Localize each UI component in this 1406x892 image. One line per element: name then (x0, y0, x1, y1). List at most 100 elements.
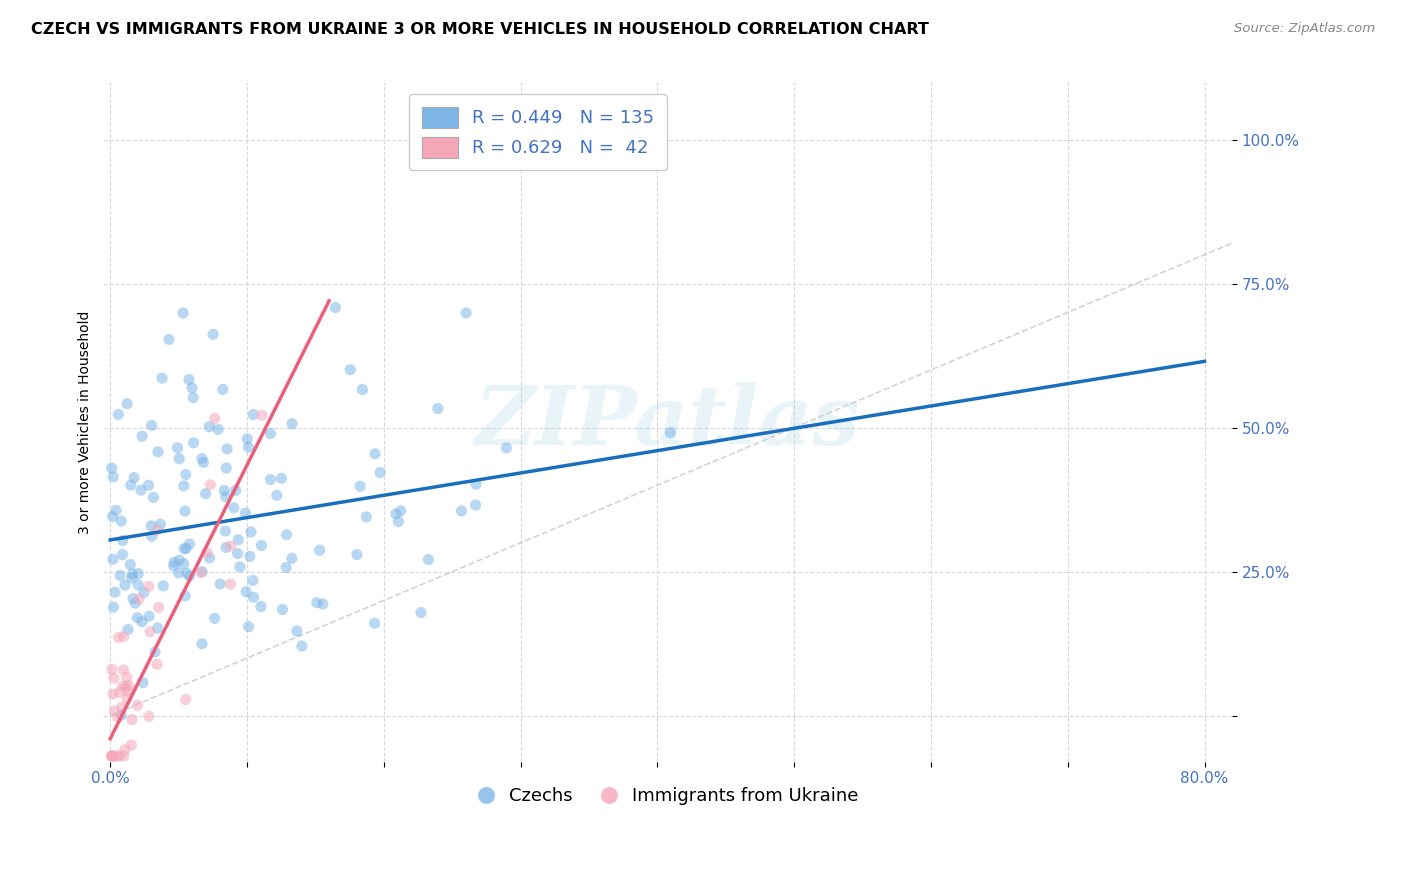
Point (198, 550, 221, 565)
Point (238, 440, 260, 454)
Point (100, 749, 122, 764)
Point (121, 571, 143, 585)
Point (127, 610, 149, 624)
Point (202, 327, 225, 342)
Point (464, 498, 486, 512)
Point (207, 422, 229, 436)
Point (242, 408, 264, 422)
Point (259, 473, 281, 487)
Point (146, 657, 169, 672)
Text: ZIPatlas: ZIPatlas (475, 382, 860, 462)
Point (239, 549, 262, 564)
Point (291, 639, 314, 653)
Point (141, 529, 163, 543)
Point (222, 500, 245, 515)
Point (305, 596, 328, 610)
Point (387, 515, 409, 529)
Point (143, 645, 166, 659)
Point (114, 578, 136, 592)
Point (179, 537, 201, 551)
Point (108, 749, 131, 764)
Point (108, 568, 131, 582)
Point (105, 503, 128, 517)
Point (659, 425, 682, 440)
Point (250, 599, 273, 614)
Point (200, 478, 222, 492)
Point (214, 524, 236, 538)
Point (105, 749, 128, 764)
Point (120, 738, 142, 752)
Point (166, 441, 188, 455)
Point (204, 411, 226, 425)
Point (235, 584, 257, 599)
Point (111, 679, 134, 693)
Point (214, 483, 236, 498)
Point (285, 624, 308, 638)
Point (385, 507, 408, 521)
Point (149, 517, 172, 532)
Point (101, 509, 124, 524)
Point (236, 432, 259, 446)
Point (198, 419, 221, 434)
Point (167, 451, 190, 466)
Point (226, 547, 249, 561)
Point (148, 600, 170, 615)
Point (127, 698, 149, 713)
Point (174, 467, 197, 482)
Point (138, 579, 160, 593)
Point (215, 541, 238, 555)
Point (101, 552, 124, 566)
Point (226, 533, 249, 547)
Point (110, 708, 132, 723)
Point (389, 504, 412, 518)
Point (191, 565, 214, 579)
Point (356, 509, 378, 524)
Point (150, 371, 173, 385)
Point (169, 553, 191, 567)
Point (117, 623, 139, 637)
Point (176, 566, 198, 581)
Point (162, 558, 184, 573)
Point (103, 704, 125, 718)
Point (129, 483, 152, 497)
Text: CZECH VS IMMIGRANTS FROM UKRAINE 3 OR MORE VEHICLES IN HOUSEHOLD CORRELATION CHA: CZECH VS IMMIGRANTS FROM UKRAINE 3 OR MO… (31, 22, 929, 37)
Point (191, 451, 214, 466)
Point (141, 518, 163, 533)
Point (115, 397, 138, 411)
Point (183, 435, 205, 450)
Point (418, 552, 440, 566)
Point (368, 466, 391, 480)
Point (112, 663, 135, 677)
Point (172, 306, 194, 320)
Point (323, 301, 346, 315)
Point (124, 596, 146, 610)
Point (108, 685, 131, 699)
Point (101, 749, 124, 764)
Point (308, 543, 330, 558)
Point (179, 569, 201, 583)
Point (131, 615, 153, 629)
Point (117, 683, 139, 698)
Point (174, 589, 197, 603)
Point (250, 408, 273, 422)
Point (138, 609, 160, 624)
Point (242, 591, 264, 605)
Point (281, 551, 304, 566)
Point (121, 713, 143, 727)
Point (128, 592, 150, 607)
Point (352, 383, 374, 397)
Point (103, 600, 125, 615)
Point (177, 372, 200, 386)
Point (312, 597, 335, 611)
Point (426, 401, 449, 416)
Point (101, 687, 124, 701)
Text: Source: ZipAtlas.com: Source: ZipAtlas.com (1234, 22, 1375, 36)
Point (465, 477, 488, 491)
Point (181, 391, 204, 405)
Point (215, 461, 238, 475)
Point (346, 548, 368, 562)
Point (107, 630, 129, 644)
Point (120, 478, 142, 492)
Point (101, 749, 124, 764)
Point (193, 455, 215, 469)
